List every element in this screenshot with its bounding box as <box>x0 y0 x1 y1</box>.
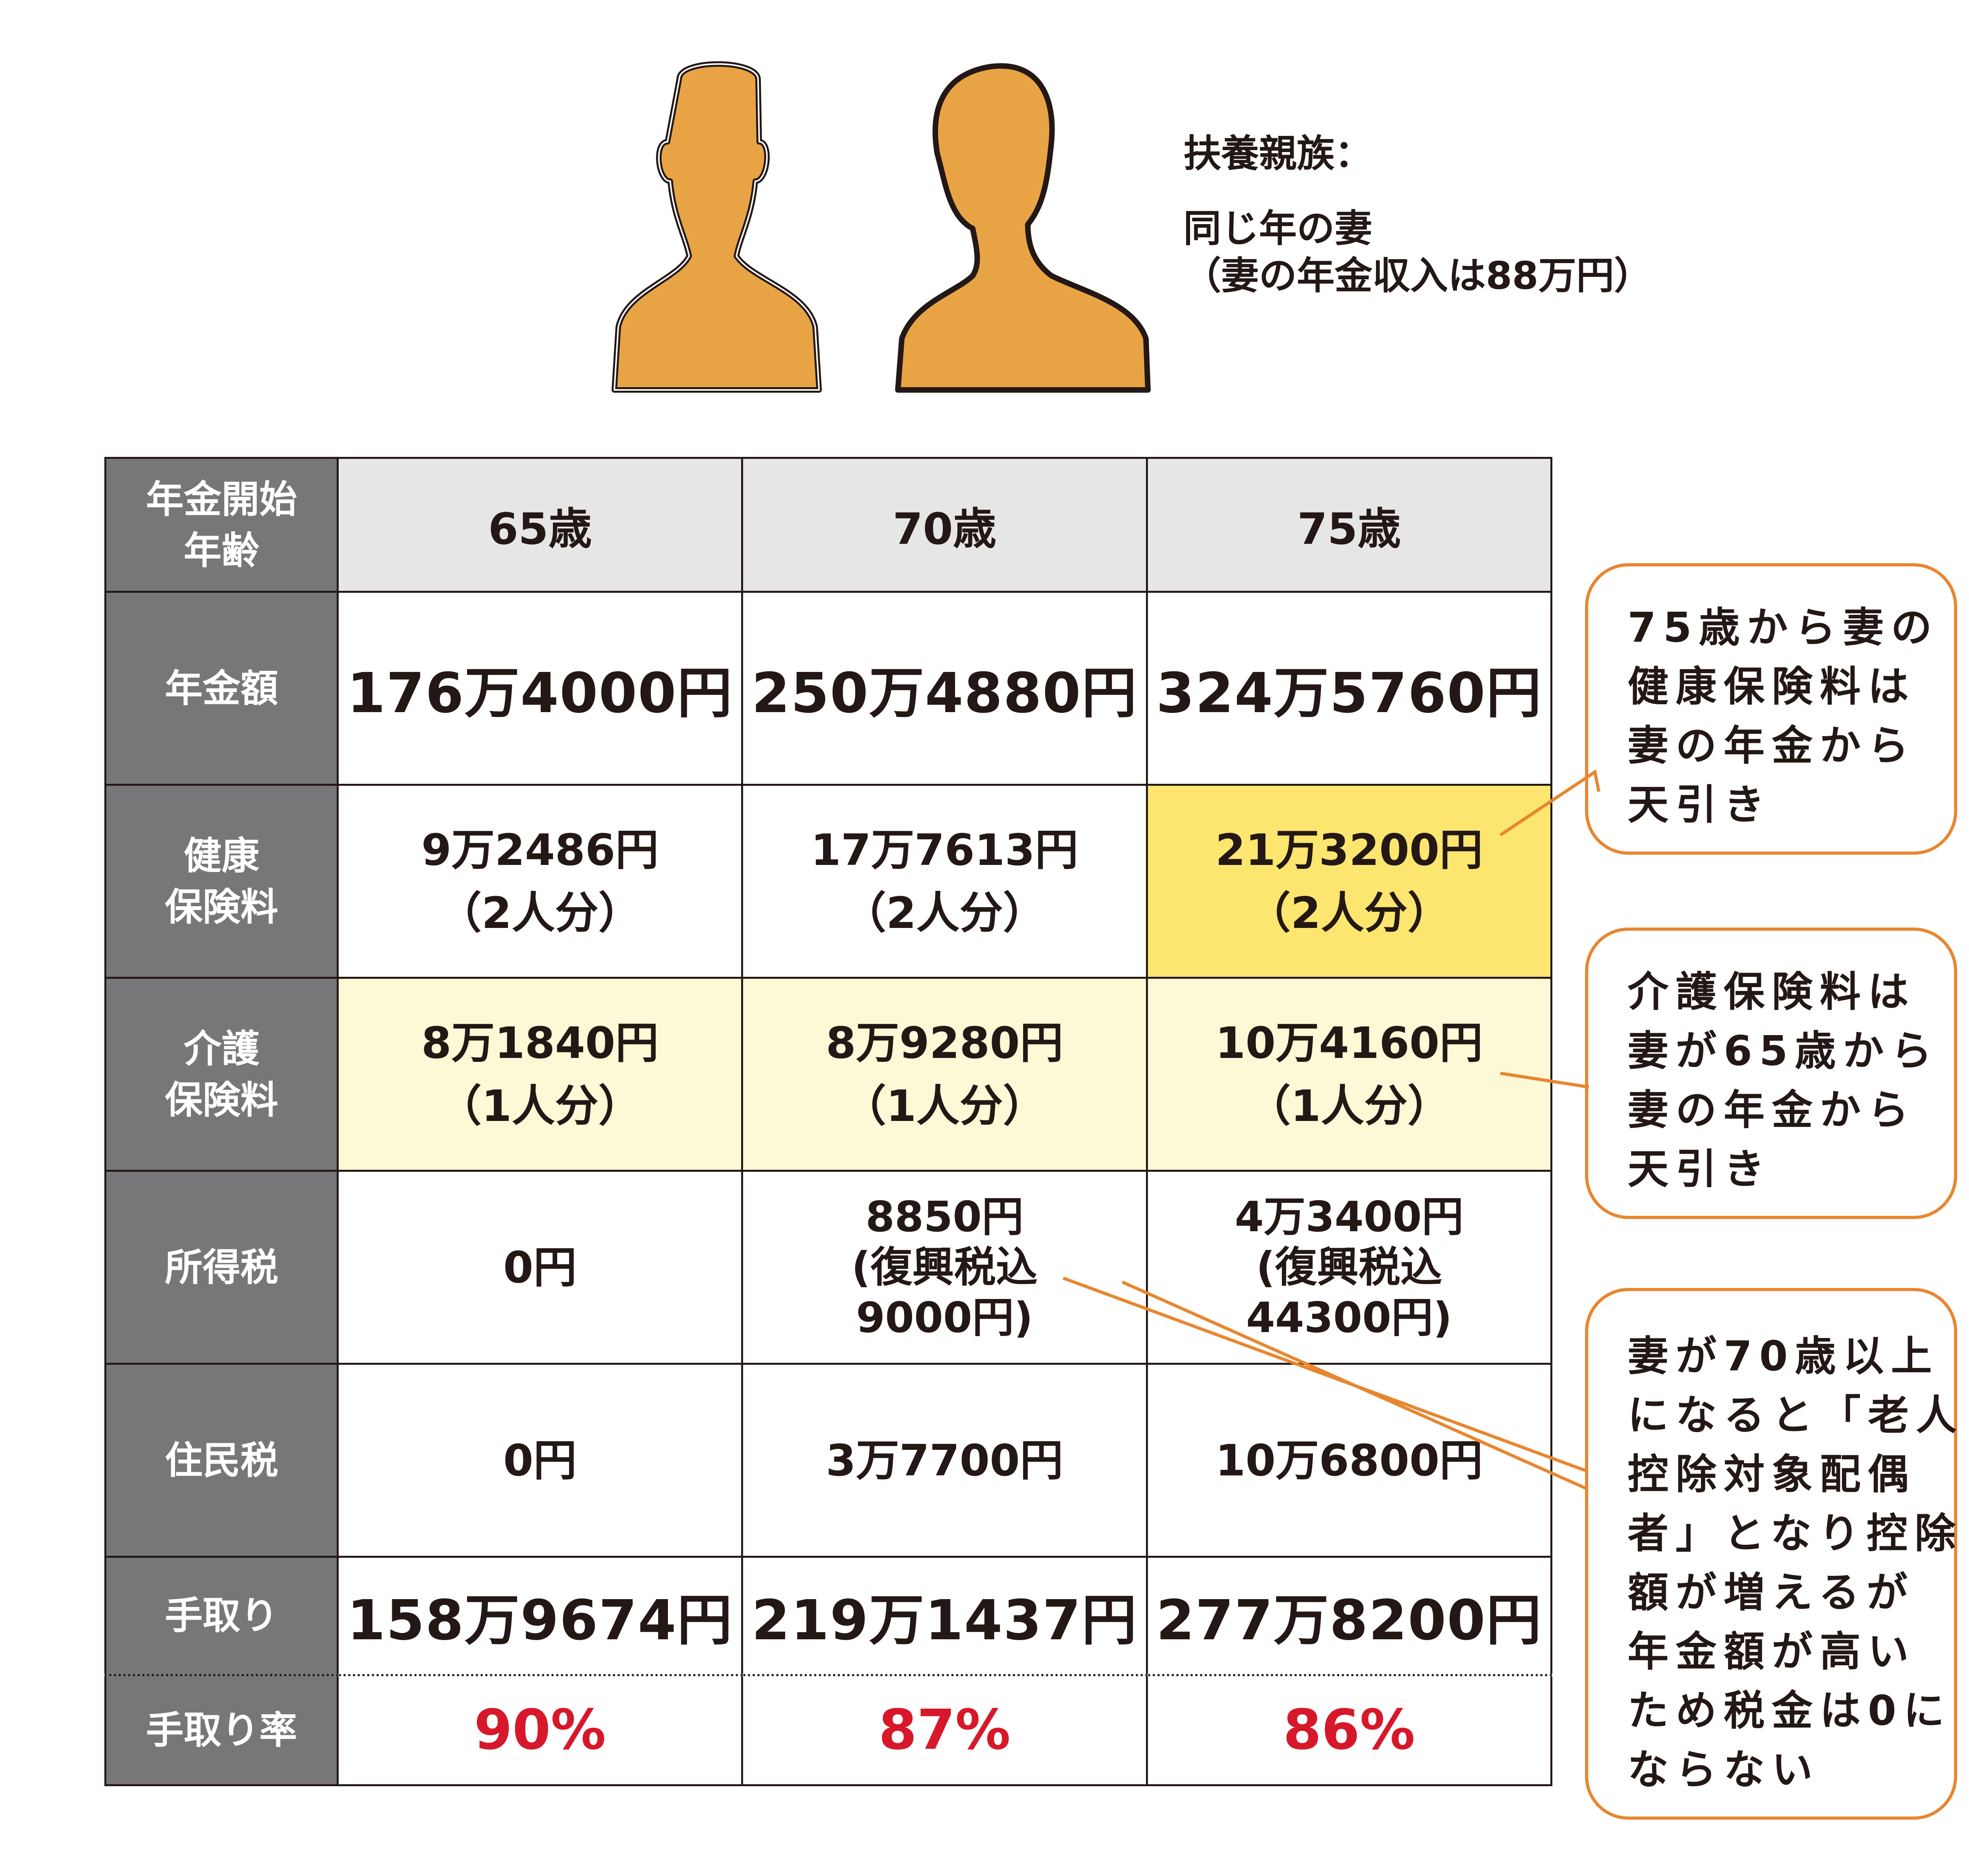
cell-value: 10万4160円 <box>1215 1017 1483 1068</box>
row-header-line: 保険料 <box>165 885 278 929</box>
callout-line: 控除対象配偶 <box>1628 1450 1916 1498</box>
callout-line: 者」となり控除 <box>1628 1509 1963 1557</box>
table-row-takehome: 手取り 158万9674円 219万1437円 277万8200円 <box>104 1556 1553 1676</box>
dependents-heading: 扶養親族： <box>1183 132 1372 176</box>
cell-value: 21万3200円 <box>1215 824 1483 875</box>
health-75: 21万3200円 （2人分） <box>1146 784 1553 979</box>
cell-note: （2人分） <box>438 887 642 938</box>
resident-tax-75: 10万6800円 <box>1146 1363 1553 1558</box>
cell-note: (復興税込 <box>851 1243 1038 1291</box>
care-65: 8万1840円 （1人分） <box>336 977 743 1172</box>
col-header-65: 65歳 <box>336 457 743 593</box>
callout-line: になると「老人 <box>1628 1391 1964 1439</box>
pension-comparison-table: 年金開始 年齢 65歳 70歳 75歳 年金額 176万4000円 250万48… <box>104 457 1553 1786</box>
row-header-takehome-rate: 手取り率 <box>104 1675 339 1786</box>
takehome-75: 277万8200円 <box>1146 1556 1553 1676</box>
row-header-line: 年金開始 <box>146 477 297 521</box>
row-header-line: 保険料 <box>165 1078 278 1122</box>
callout-tax-deduction: 妻が70歳以上 になると「老人 控除対象配偶 者」となり控除 額が増えるが 年金… <box>1585 1288 1957 1820</box>
table-row-care: 介護 保険料 8万1840円 （1人分） 8万9280円 （1人分） 10万41… <box>104 977 1553 1172</box>
table-row-resident-tax: 住民税 0円 3万7700円 10万6800円 <box>104 1363 1553 1558</box>
cell-note: （1人分） <box>438 1080 642 1131</box>
row-header-health: 健康 保険料 <box>104 784 339 979</box>
takehome-65: 158万9674円 <box>336 1556 743 1676</box>
table-header-row: 年金開始 年齢 65歳 70歳 75歳 <box>104 457 1553 593</box>
callout-line: 介護保険料は <box>1628 968 1916 1016</box>
row-header-line: 介護 <box>184 1026 260 1071</box>
pension-70: 250万4880円 <box>741 591 1148 786</box>
cell-value: 8万9280円 <box>826 1017 1063 1068</box>
row-header-care: 介護 保険料 <box>104 977 339 1172</box>
dependents-spouse-income: （妻の年金収入は88万円） <box>1183 254 1652 298</box>
callout-line: 天引き <box>1628 1145 1772 1193</box>
resident-tax-70: 3万7700円 <box>741 1363 1148 1558</box>
pension-75: 324万5760円 <box>1146 591 1553 786</box>
callout-line: 妻が70歳以上 <box>1628 1332 1939 1380</box>
cell-note: （2人分） <box>1247 887 1451 938</box>
cell-value: 8万1840円 <box>421 1017 659 1068</box>
takehome-70: 219万1437円 <box>741 1556 1148 1676</box>
table-row-income-tax: 所得税 0円 8850円 (復興税込 9000円) 4万3400円 (復興税込 … <box>104 1170 1553 1365</box>
callout-line: 額が増えるが <box>1628 1568 1915 1616</box>
cell-note: （1人分） <box>843 1080 1046 1131</box>
cell-note: 44300円) <box>1246 1293 1452 1342</box>
row-header-income-tax: 所得税 <box>104 1170 339 1365</box>
rate-75: 86% <box>1146 1675 1553 1786</box>
cell-note: 9000円) <box>856 1293 1033 1342</box>
cell-value: 8850円 <box>865 1192 1023 1241</box>
rate-65: 90% <box>336 1675 743 1786</box>
dependents-info: 扶養親族： 同じ年の妻 （妻の年金収入は88万円） <box>1183 130 1735 299</box>
income-tax-65: 0円 <box>336 1170 743 1365</box>
callout-line: ならない <box>1628 1746 1820 1794</box>
income-tax-75: 4万3400円 (復興税込 44300円) <box>1146 1170 1553 1365</box>
callout-line: 天引き <box>1628 781 1772 829</box>
table-row-pension: 年金額 176万4000円 250万4880円 324万5760円 <box>104 591 1553 786</box>
row-header-start-age: 年金開始 年齢 <box>104 457 339 593</box>
cell-value: 4万3400円 <box>1235 1192 1464 1241</box>
callout-line: 75歳から妻の <box>1628 603 1939 651</box>
couple-figures <box>612 61 1151 393</box>
resident-tax-65: 0円 <box>336 1363 743 1558</box>
man-silhouette-icon <box>612 61 822 393</box>
callout-health-insurance: 75歳から妻の 健康保険料は 妻の年金から 天引き <box>1585 563 1957 855</box>
health-65: 9万2486円 （2人分） <box>336 784 743 979</box>
cell-note: (復興税込 <box>1256 1243 1442 1291</box>
care-75: 10万4160円 （1人分） <box>1146 977 1553 1172</box>
callout-line: ため税金は0に <box>1628 1687 1952 1735</box>
pension-65: 176万4000円 <box>336 591 743 786</box>
callout-line: 妻が65歳から <box>1628 1027 1939 1075</box>
col-header-75: 75歳 <box>1146 457 1553 593</box>
table-row-health: 健康 保険料 9万2486円 （2人分） 17万7613円 （2人分） 21万3… <box>104 784 1553 979</box>
rate-70: 87% <box>741 1675 1148 1786</box>
income-tax-70: 8850円 (復興税込 9000円) <box>741 1170 1148 1365</box>
dependents-spouse: 同じ年の妻 <box>1183 206 1372 251</box>
callout-line: 年金額が高い <box>1628 1627 1916 1676</box>
callout-line: 健康保険料は <box>1628 662 1916 711</box>
row-header-resident-tax: 住民税 <box>104 1363 339 1558</box>
cell-value: 17万7613円 <box>810 824 1079 875</box>
health-70: 17万7613円 （2人分） <box>741 784 1148 979</box>
col-header-70: 70歳 <box>741 457 1148 593</box>
row-header-line: 年齢 <box>184 528 260 573</box>
callout-line: 妻の年金から <box>1628 1086 1916 1134</box>
row-header-line: 健康 <box>184 833 260 878</box>
row-header-pension: 年金額 <box>104 591 339 786</box>
cell-value: 9万2486円 <box>421 824 659 875</box>
care-70: 8万9280円 （1人分） <box>741 977 1148 1172</box>
table-row-takehome-rate: 手取り率 90% 87% 86% <box>104 1675 1553 1786</box>
woman-silhouette-icon <box>895 63 1151 393</box>
callout-line: 妻の年金から <box>1628 722 1916 770</box>
cell-note: （2人分） <box>843 887 1046 938</box>
row-header-takehome: 手取り <box>104 1556 339 1676</box>
cell-note: （1人分） <box>1247 1080 1451 1131</box>
callout-care-insurance: 介護保険料は 妻が65歳から 妻の年金から 天引き <box>1585 928 1957 1219</box>
